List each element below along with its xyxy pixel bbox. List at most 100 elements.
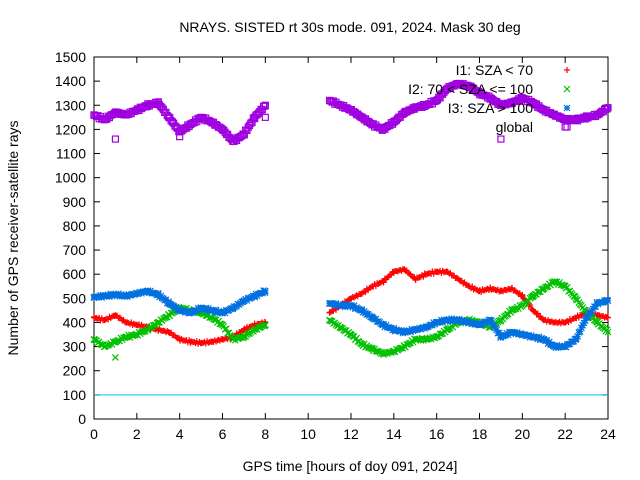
y-tick-label: 0: [78, 411, 86, 427]
data-point: [563, 283, 571, 291]
data-point: [413, 335, 421, 343]
legend-label: I1: SZA < 70: [456, 62, 534, 78]
data-point: [193, 307, 201, 315]
data-point: [261, 322, 269, 330]
data-point: [195, 306, 203, 314]
y-tick-label: 1400: [55, 73, 86, 89]
data-point: [332, 299, 340, 307]
legend-marker: [563, 104, 571, 112]
data-point: [398, 326, 405, 334]
data-point: [407, 328, 414, 336]
data-point: [543, 336, 551, 344]
x-tick-label: 16: [429, 426, 445, 442]
data-point: [448, 315, 456, 323]
data-point: [578, 324, 585, 332]
data-point: [123, 293, 131, 301]
data-point: [503, 311, 511, 318]
data-point: [455, 315, 463, 323]
legend-marker: [563, 123, 571, 131]
data-point: [488, 317, 495, 325]
data-point: [439, 319, 447, 326]
legend-marker: [563, 85, 571, 93]
y-tick-label: 500: [63, 290, 87, 306]
data-point: [574, 333, 582, 340]
outlier-point: [261, 113, 269, 121]
data-point: [422, 335, 430, 343]
data-point: [260, 322, 268, 329]
y-tick-label: 700: [63, 242, 87, 258]
data-point: [535, 333, 543, 341]
y-tick-label: 400: [63, 314, 87, 330]
chart-title: NRAYS. SISTED rt 30s mode. 091, 2024. Ma…: [179, 19, 520, 35]
data-point: [572, 335, 580, 343]
y-tick-label: 1000: [55, 170, 86, 186]
data-point: [603, 105, 611, 113]
y-tick-label: 1200: [55, 121, 86, 137]
data-point: [587, 309, 594, 317]
legend-label: global: [496, 119, 533, 135]
data-point: [534, 288, 542, 296]
data-point: [261, 289, 269, 297]
y-tick-label: 1300: [55, 97, 86, 113]
data-point: [530, 308, 537, 315]
data-point: [519, 291, 526, 298]
x-tick-label: 10: [300, 426, 316, 442]
x-tick-label: 4: [176, 426, 184, 442]
data-point: [105, 293, 113, 301]
y-tick-label: 300: [63, 339, 87, 355]
x-tick-label: 12: [343, 426, 359, 442]
data-point: [553, 341, 561, 349]
data-point: [604, 314, 611, 321]
outlier-point: [497, 135, 505, 143]
data-point: [380, 320, 387, 328]
y-tick-label: 1500: [55, 49, 86, 65]
x-tick-label: 8: [261, 426, 269, 442]
data-point: [212, 306, 220, 314]
y-tick-label: 900: [63, 194, 87, 210]
x-tick-label: 24: [600, 426, 616, 442]
x-tick-label: 6: [219, 426, 227, 442]
x-tick-label: 20: [515, 426, 531, 442]
outlier-point: [176, 133, 184, 141]
data-point: [584, 313, 592, 321]
y-axis-label: Number of GPS receiver-satellite rays: [5, 121, 21, 356]
data-point: [107, 290, 115, 298]
data-point: [372, 347, 380, 355]
data-point: [114, 290, 122, 298]
data-point: [428, 321, 436, 329]
data-point: [579, 321, 587, 329]
outlier-point: [111, 354, 119, 361]
data-point: [258, 322, 266, 330]
data-point: [603, 326, 611, 334]
data-point: [349, 332, 357, 340]
data-point: [490, 322, 498, 330]
data-point: [580, 319, 588, 327]
data-point: [399, 329, 407, 337]
data-point: [341, 303, 349, 311]
data-point: [251, 293, 259, 301]
y-tick-label: 200: [63, 363, 87, 379]
data-point: [576, 328, 584, 335]
x-tick-label: 14: [386, 426, 402, 442]
legend-marker: [564, 67, 570, 73]
series-3: [90, 287, 612, 352]
data-point: [432, 333, 440, 340]
data-point: [390, 324, 398, 332]
data-point: [139, 328, 147, 335]
y-tick-label: 800: [63, 218, 87, 234]
legend-label: I3: SZA > 100: [448, 100, 533, 116]
x-tick-label: 22: [557, 426, 573, 442]
y-tick-label: 100: [63, 387, 87, 403]
x-tick-label: 2: [133, 426, 141, 442]
data-point: [261, 102, 269, 110]
legend-label: I2: 70 < SZA <= 100: [408, 81, 533, 97]
x-tick-label: 0: [90, 426, 98, 442]
data-point: [602, 299, 610, 306]
data-point: [98, 294, 106, 301]
x-tick-label: 18: [472, 426, 488, 442]
x-axis-label: GPS time [hours of doy 091, 2024]: [243, 458, 458, 474]
y-tick-label: 600: [63, 266, 87, 282]
outlier-point: [111, 135, 120, 143]
data-point: [603, 296, 611, 304]
